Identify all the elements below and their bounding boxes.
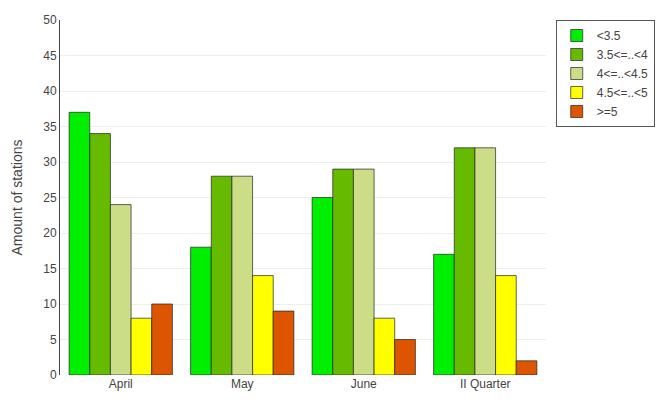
- svg-text:40: 40: [43, 84, 57, 98]
- svg-text:II Quarter: II Quarter: [460, 377, 511, 391]
- svg-text:20: 20: [43, 226, 57, 240]
- svg-text:Amount of stations: Amount of stations: [9, 140, 25, 256]
- svg-text:0: 0: [50, 368, 57, 382]
- svg-text:5: 5: [50, 333, 57, 347]
- svg-text:50: 50: [43, 13, 57, 27]
- svg-text:30: 30: [43, 155, 57, 169]
- svg-text:10: 10: [43, 297, 57, 311]
- svg-text:25: 25: [43, 191, 57, 205]
- svg-text:4<=..<4.5: 4<=..<4.5: [597, 67, 648, 81]
- svg-text:35: 35: [43, 120, 57, 134]
- svg-text:>=5: >=5: [597, 105, 618, 119]
- svg-text:15: 15: [43, 262, 57, 276]
- svg-text:May: May: [231, 377, 254, 391]
- svg-text:3.5<=..<4: 3.5<=..<4: [597, 48, 648, 62]
- svg-text:<3.5: <3.5: [597, 29, 621, 43]
- svg-text:June: June: [351, 377, 377, 391]
- svg-text:4.5<=..<5: 4.5<=..<5: [597, 86, 648, 100]
- svg-text:45: 45: [43, 49, 57, 63]
- svg-text:April: April: [109, 377, 133, 391]
